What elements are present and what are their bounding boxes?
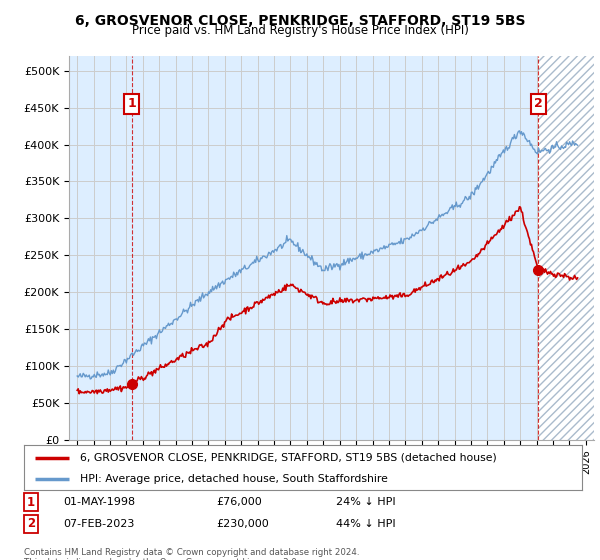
Text: 44% ↓ HPI: 44% ↓ HPI xyxy=(336,519,395,529)
Text: 6, GROSVENOR CLOSE, PENKRIDGE, STAFFORD, ST19 5BS: 6, GROSVENOR CLOSE, PENKRIDGE, STAFFORD,… xyxy=(75,14,525,28)
Text: Contains HM Land Registry data © Crown copyright and database right 2024.
This d: Contains HM Land Registry data © Crown c… xyxy=(24,548,359,560)
Text: 07-FEB-2023: 07-FEB-2023 xyxy=(63,519,134,529)
Text: 2: 2 xyxy=(27,517,35,530)
Text: Price paid vs. HM Land Registry's House Price Index (HPI): Price paid vs. HM Land Registry's House … xyxy=(131,24,469,37)
Text: 2: 2 xyxy=(534,97,542,110)
Text: HPI: Average price, detached house, South Staffordshire: HPI: Average price, detached house, Sout… xyxy=(80,474,388,484)
Text: £76,000: £76,000 xyxy=(216,497,262,507)
Bar xyxy=(538,56,594,440)
Text: 6, GROSVENOR CLOSE, PENKRIDGE, STAFFORD, ST19 5BS (detached house): 6, GROSVENOR CLOSE, PENKRIDGE, STAFFORD,… xyxy=(80,452,497,463)
Text: 01-MAY-1998: 01-MAY-1998 xyxy=(63,497,135,507)
Text: 1: 1 xyxy=(127,97,136,110)
Text: 24% ↓ HPI: 24% ↓ HPI xyxy=(336,497,395,507)
Text: 1: 1 xyxy=(27,496,35,509)
Text: £230,000: £230,000 xyxy=(216,519,269,529)
